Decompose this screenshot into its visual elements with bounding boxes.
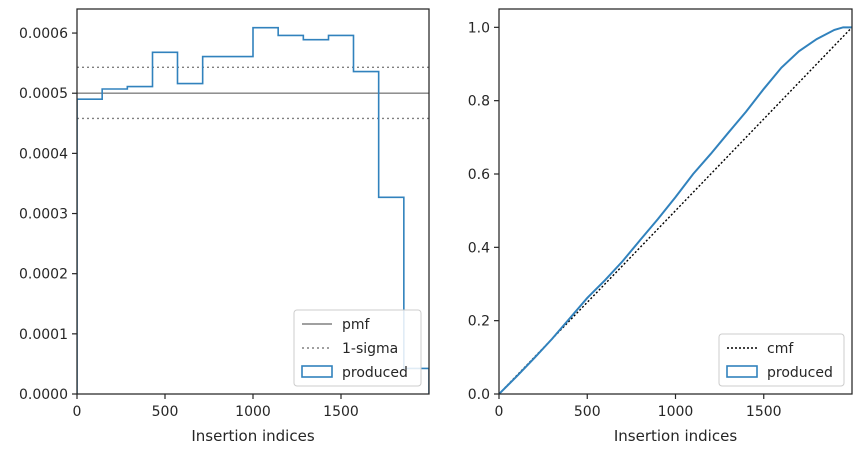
y-tick-label: 1.0 [468,20,490,36]
x-tick-label: 1000 [658,404,694,420]
legend: pmf 1-sigma produced [293,309,422,387]
legend-label: produced [767,365,833,381]
produced-histogram [77,26,429,394]
y-tick-label: 0.0000 [19,387,68,403]
y-tick-label: 0.6 [468,167,490,183]
y-tick-label: 0.4 [468,240,490,256]
y-tick-label: 0.0003 [19,207,68,223]
produced-cdf-line [499,26,852,394]
x-axis-label: Insertion indices [191,427,314,445]
legend-label: 1-sigma [342,341,398,357]
x-tick-label: 0 [73,404,82,420]
y-tick-label: 0.0001 [19,327,68,343]
y-tick-label: 0.0004 [19,146,68,162]
legend-box [718,333,845,387]
plot-area [77,26,429,394]
legend: cmf produced [718,333,845,387]
y-tick-label: 0.2 [468,314,490,330]
plot-area [499,26,852,394]
y-tick-label: 0.8 [468,94,490,110]
legend-label: pmf [342,317,371,333]
legend-label: cmf [767,341,794,357]
x-tick-label: 500 [152,404,179,420]
right-cdf-plot: 0 500 1000 1500 0.0 0.2 0.4 0.6 0.8 1.0 Insertion … [468,8,853,445]
legend-swatch-produced [301,365,333,378]
y-tick-label: 0.0002 [19,267,68,283]
y-tick-label: 0.0006 [19,26,68,42]
left-histogram-plot: 0 500 1000 1500 0.0000 0.0001 0.0002 0.0003 0.00… [19,8,430,445]
y-tick-label: 0.0005 [19,86,68,102]
legend-label: produced [342,365,408,381]
x-tick-label: 500 [574,404,601,420]
legend-box [293,309,422,387]
legend-swatch-produced [726,365,758,378]
x-tick-label: 1500 [323,404,359,420]
y-tick-label: 0.0 [468,387,490,403]
x-tick-label: 0 [495,404,504,420]
x-tick-label: 1500 [746,404,782,420]
x-axis-label: Insertion indices [614,427,737,445]
x-tick-label: 1000 [235,404,271,420]
